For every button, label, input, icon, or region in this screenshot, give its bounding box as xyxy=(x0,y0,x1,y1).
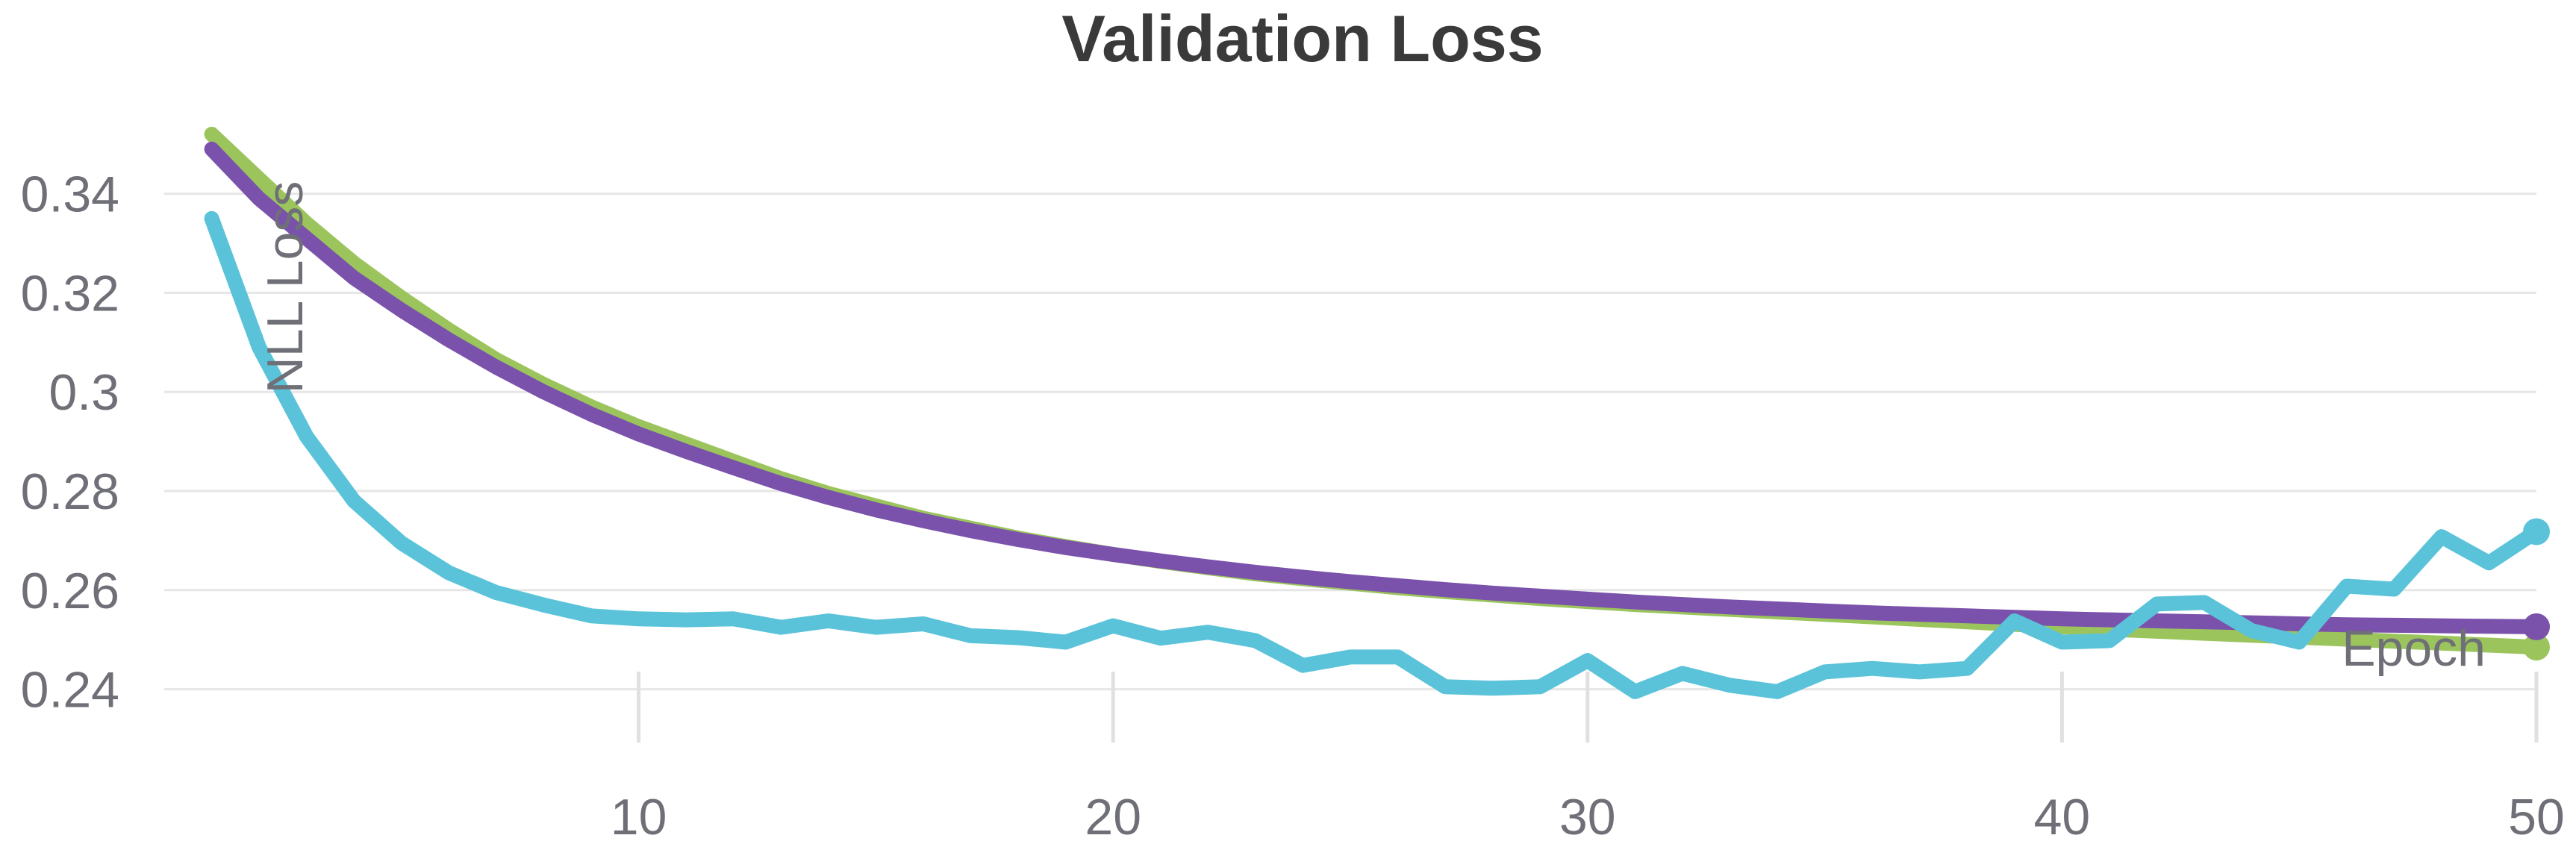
series-end-point-3 xyxy=(2523,518,2550,546)
x-tick-label: 10 xyxy=(611,789,667,840)
y-tick-label: 0.24 xyxy=(21,662,119,719)
x-tick-label: 30 xyxy=(1559,789,1616,840)
y-tick-label: 0.34 xyxy=(21,166,119,223)
x-tick-label: 20 xyxy=(1085,789,1141,840)
y-tick-label: 0.26 xyxy=(21,563,119,619)
y-tick-labels: 0.24 0.26 0.28 0.3 0.32 0.34 xyxy=(21,166,119,719)
series-line-1 xyxy=(204,126,2544,655)
x-tick-labels: 10 20 30 40 50 xyxy=(611,789,2565,844)
y-tick-label: 0.3 xyxy=(49,364,119,421)
y-tick-label: 0.32 xyxy=(21,265,119,322)
series-end-point-1 xyxy=(2523,634,2550,661)
series-layer xyxy=(204,126,2550,699)
y-axis-label: NLL Loss xyxy=(257,181,314,394)
series-end-point-2 xyxy=(2523,613,2550,640)
x-tick-label: 50 xyxy=(2508,789,2565,840)
x-tick-label: 40 xyxy=(2034,789,2091,840)
chart-title: Validation Loss xyxy=(1061,1,1543,75)
x-axis-label: Epoch xyxy=(2342,620,2486,677)
y-tick-label: 0.28 xyxy=(21,463,119,520)
series-line-2 xyxy=(204,141,2544,634)
series-line-3 xyxy=(204,210,2544,699)
